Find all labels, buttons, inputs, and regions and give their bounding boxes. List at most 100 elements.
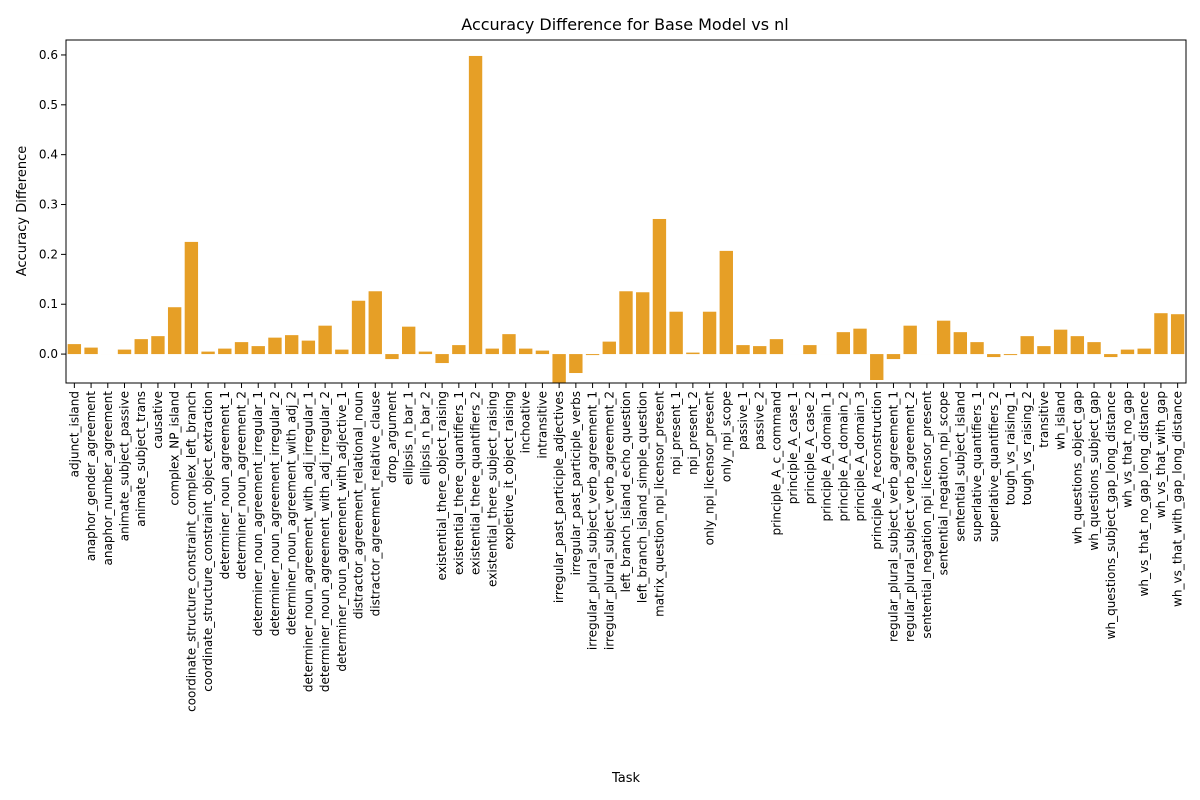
bar-tough_vs_raising_1 [1003,354,1018,356]
x-tick-label: npi_present_2 [686,391,700,475]
bar-distractor_agreement_relative_clause [368,291,382,355]
x-tick-label: irregular_plural_subject_verb_agreement_… [586,391,600,650]
bar-principle_A_reconstruction [870,354,884,380]
x-tick-label: wh_vs_that_no_gap [1120,391,1134,508]
bar-regular_plural_subject_verb_agreement_1 [886,354,901,360]
bar-superlative_quantifiers_1 [970,342,984,355]
bar-determiner_noun_agreement_2 [234,342,249,355]
bar-principle_A_c_command [769,339,784,355]
x-tick-label: existential_there_quantifiers_1 [452,391,466,575]
y-tick-label: 0.3 [39,198,58,212]
bar-regular_plural_subject_verb_agreement_2 [903,325,917,355]
x-tick-label: adjunct_island [67,391,81,477]
x-tick-label: determiner_noun_agreement_irregular_2 [268,391,282,636]
y-tick-label: 0.6 [39,48,58,62]
bar-irregular_plural_subject_verb_agreement_2 [602,341,616,355]
bar-inchoative [519,348,533,355]
bar-wh_questions_object_gap [1070,336,1085,355]
bars-group [67,55,1185,383]
x-tick-label: intransitive [535,391,549,459]
x-axis: adjunct_island anaphor_gender_agreement an… [67,383,1185,712]
bar-passive_2 [753,346,767,355]
x-tick-label: wh_questions_object_gap [1070,391,1084,544]
y-tick-label: 0.5 [39,98,58,112]
x-tick-label: existential_there_object_raising [435,391,449,580]
x-tick-label: npi_present_1 [669,391,683,475]
bar-existential_there_object_raising [435,354,449,364]
x-tick-label: tough_vs_raising_2 [1020,391,1034,505]
bar-coordinate_structure_constraint_complex_left_branch [184,241,199,355]
x-axis-label: Task [611,771,641,786]
y-tick-label: 0.0 [39,347,58,361]
bar-animate_subject_trans [134,339,148,355]
bar-determiner_noun_agreement_with_adj_irregular_2 [318,325,332,355]
x-tick-label: principle_A_domain_2 [836,391,850,522]
bar-anaphor_gender_agreement [84,347,98,355]
plot-frame [65,39,1187,384]
bar-tough_vs_raising_2 [1020,336,1034,355]
x-tick-label: animate_subject_passive [118,391,132,541]
x-tick-label: principle_A_case_1 [786,391,800,504]
x-tick-label: determiner_noun_agreement_with_adj_irreg… [301,391,315,692]
bar-irregular_past_participle_adjectives [552,354,566,383]
x-tick-label: wh_island [1054,391,1068,450]
x-tick-label: anaphor_number_agreement [101,391,115,566]
x-tick-label: wh_vs_that_with_gap [1154,391,1168,518]
x-tick-label: left_branch_island_simple_question [636,391,650,603]
x-tick-label: wh_questions_subject_gap [1087,391,1101,551]
x-tick-label: determiner_noun_agreement_1 [218,391,232,579]
bar-ellipsis_n_bar_2 [418,351,433,355]
bar-wh_questions_subject_gap [1087,342,1101,355]
bar-wh_island [1053,329,1068,355]
y-axis: 0.0 0.1 0.2 0.3 0.4 0.5 0.6 [39,48,66,361]
y-axis-label: Accuracy Difference [15,146,30,277]
x-tick-label: superlative_quantifiers_1 [970,391,984,542]
bar-sentential_subject_island [953,332,968,355]
bar-coordinate_structure_constraint_object_extraction [201,351,215,355]
bar-left_branch_island_echo_question [619,291,633,355]
bar-determiner_noun_agreement_1 [218,348,232,355]
x-tick-label: left_branch_island_echo_question [619,391,633,592]
bar-existential_there_subject_raising [485,348,499,355]
bar-matrix_question_npi_licensor_present [652,218,667,355]
x-tick-label: sentential_negation_npi_licensor_present [920,391,934,639]
bar-irregular_past_participle_verbs [569,354,583,374]
x-tick-label: ellipsis_n_bar_2 [418,391,432,485]
y-tick-label: 0.4 [39,148,58,162]
bar-determiner_noun_agreement_with_adj_irregular_1 [301,340,316,355]
bar-principle_A_case_2 [803,345,817,355]
x-tick-label: principle_A_reconstruction [870,391,884,550]
x-tick-label: determiner_noun_agreement_2 [235,391,249,579]
chart-title: Accuracy Difference for Base Model vs nl [461,15,788,34]
bar-ellipsis_n_bar_1 [402,326,416,355]
x-tick-label: sentential_subject_island [953,391,967,542]
x-tick-label: animate_subject_trans [134,391,148,527]
bar-animate_subject_passive [117,349,132,355]
bar-transitive [1037,346,1051,355]
x-tick-label: passive_1 [736,391,750,450]
bar-existential_there_quantifiers_1 [452,345,466,355]
bar-wh_vs_that_with_gap_long_distance [1170,314,1185,355]
bar-wh_questions_subject_gap_long_distance [1104,354,1118,358]
x-tick-label: determiner_noun_agreement_irregular_1 [251,391,265,636]
y-tick-label: 0.1 [39,297,58,311]
x-tick-label: ellipsis_n_bar_1 [402,391,416,485]
x-tick-label: distractor_agreement_relative_clause [368,391,382,616]
bar-left_branch_island_simple_question [636,292,650,355]
x-tick-label: superlative_quantifiers_2 [987,391,1001,542]
bar-wh_vs_that_no_gap_long_distance [1137,348,1151,355]
x-tick-label: determiner_noun_agreement_with_adjective… [335,391,349,672]
x-tick-label: principle_A_domain_3 [853,391,867,522]
x-tick-label: regular_plural_subject_verb_agreement_1 [886,391,900,642]
x-tick-label: distractor_agreement_relational_noun [352,391,366,619]
bar-determiner_noun_agreement_with_adj_2 [284,335,299,355]
x-tick-label: inchoative [519,391,533,453]
bar-determiner_noun_agreement_irregular_2 [268,337,282,355]
bar-principle_A_domain_2 [836,332,850,355]
x-tick-label: sentential_negation_npi_scope [937,391,951,575]
bar-superlative_quantifiers_2 [987,354,1001,358]
x-tick-label: regular_plural_subject_verb_agreement_2 [903,391,917,642]
bar-expletive_it_object_raising [502,334,516,355]
x-tick-label: complex_NP_island [168,391,182,506]
